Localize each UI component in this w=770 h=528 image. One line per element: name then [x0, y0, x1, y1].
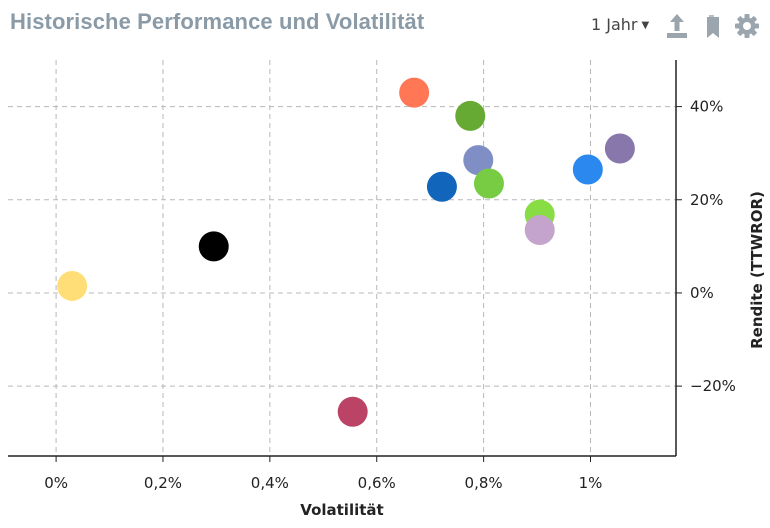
data-point[interactable]	[426, 171, 457, 202]
data-point[interactable]	[572, 154, 603, 185]
x-tick-label: 0,4%	[251, 474, 289, 492]
y-tick-label: 20%	[690, 191, 723, 209]
x-tick-label: 0%	[44, 474, 68, 492]
period-dropdown[interactable]: 1 Jahr ▼	[591, 15, 649, 34]
period-label: 1 Jahr	[591, 15, 638, 34]
chevron-down-icon: ▼	[641, 20, 650, 31]
x-tick-label: 1%	[579, 474, 603, 492]
y-axis-label: Rendite (TTWROR)	[748, 191, 766, 349]
data-point[interactable]	[399, 77, 430, 108]
chart-header: Historische Performance und Volatilität …	[0, 0, 770, 50]
data-point[interactable]	[337, 396, 368, 427]
y-tick-label: 0%	[690, 284, 714, 302]
x-tick-label: 0,2%	[144, 474, 182, 492]
data-point[interactable]	[455, 100, 486, 131]
data-point[interactable]	[473, 168, 504, 199]
bookmark-icon[interactable]	[700, 12, 726, 40]
data-point[interactable]	[57, 270, 88, 301]
gear-icon[interactable]	[734, 12, 760, 40]
x-tick-label: 0,8%	[465, 474, 503, 492]
x-axis-label: Volatilität	[300, 501, 383, 519]
export-icon[interactable]	[664, 12, 690, 40]
y-tick-label: 40%	[690, 98, 723, 116]
data-point[interactable]	[463, 145, 494, 176]
y-tick-label: −20%	[690, 377, 736, 395]
data-point[interactable]	[198, 231, 229, 262]
x-tick-label: 0,6%	[358, 474, 396, 492]
data-point[interactable]	[604, 133, 635, 164]
data-point[interactable]	[524, 215, 555, 246]
chart-title: Historische Performance und Volatilität	[10, 9, 425, 34]
